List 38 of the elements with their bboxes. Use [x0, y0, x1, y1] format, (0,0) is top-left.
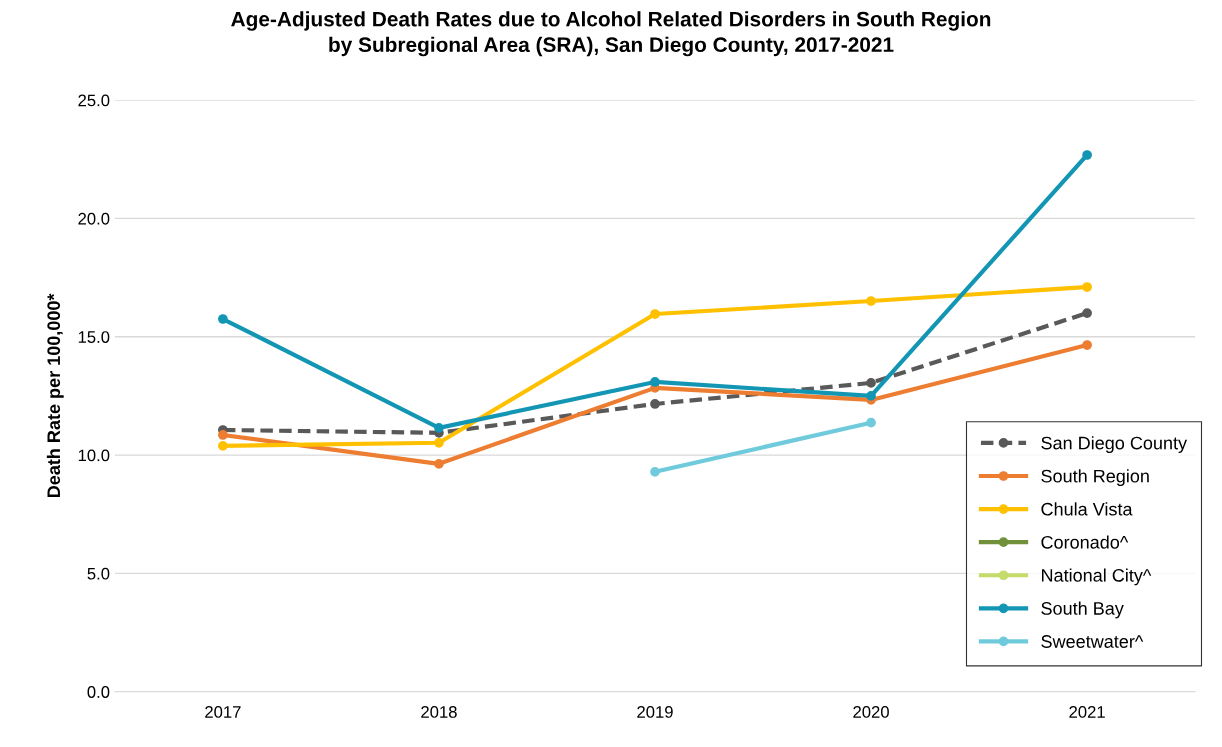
point	[218, 430, 228, 440]
point	[1082, 308, 1092, 318]
point	[434, 437, 444, 448]
legend-label: Sweetwater^	[1041, 635, 1144, 648]
point	[218, 314, 228, 324]
y-tick-label: 10.0	[78, 449, 110, 462]
point	[650, 467, 660, 477]
point	[218, 440, 228, 451]
point	[650, 399, 660, 409]
point	[1082, 282, 1092, 292]
y-tick-label: 0.0	[87, 686, 110, 698]
y-tick-label: 25.0	[78, 94, 110, 107]
x-tick-label: 2020	[853, 706, 889, 718]
y-tick-label: 15.0	[78, 331, 110, 343]
legend-label: Chula Vista	[1041, 502, 1133, 516]
legend-label: Coronado^	[1041, 535, 1129, 549]
point	[866, 378, 876, 388]
point	[866, 417, 876, 428]
point	[866, 296, 876, 306]
y-axis-title: Death Rate per 100,000*	[46, 293, 64, 498]
chart-title: Age-Adjusted Death Rates due to Alcohol Related Disorders in South Region by Subregional Area (SRA), San Diego County, 2017-2021	[231, 11, 991, 57]
x-tick-label: 2021	[1069, 706, 1105, 718]
point	[1082, 150, 1092, 160]
x-tick-label: 2017	[205, 706, 241, 718]
y-tick-label: 20.0	[78, 212, 110, 225]
point	[434, 458, 444, 469]
point	[1082, 340, 1092, 350]
legend-label: National City^	[1042, 568, 1152, 586]
point	[650, 377, 660, 387]
legend-label: South Region	[1041, 469, 1149, 487]
legend-label: South Bay	[1041, 601, 1124, 619]
x-tick-label: 2019	[637, 706, 673, 718]
x-tick-label: 2018	[421, 706, 457, 718]
point	[434, 422, 444, 433]
y-tick-label: 5.0	[87, 567, 110, 580]
point	[866, 391, 876, 401]
point	[650, 309, 660, 319]
legend-label: San Diego County	[1041, 436, 1188, 453]
